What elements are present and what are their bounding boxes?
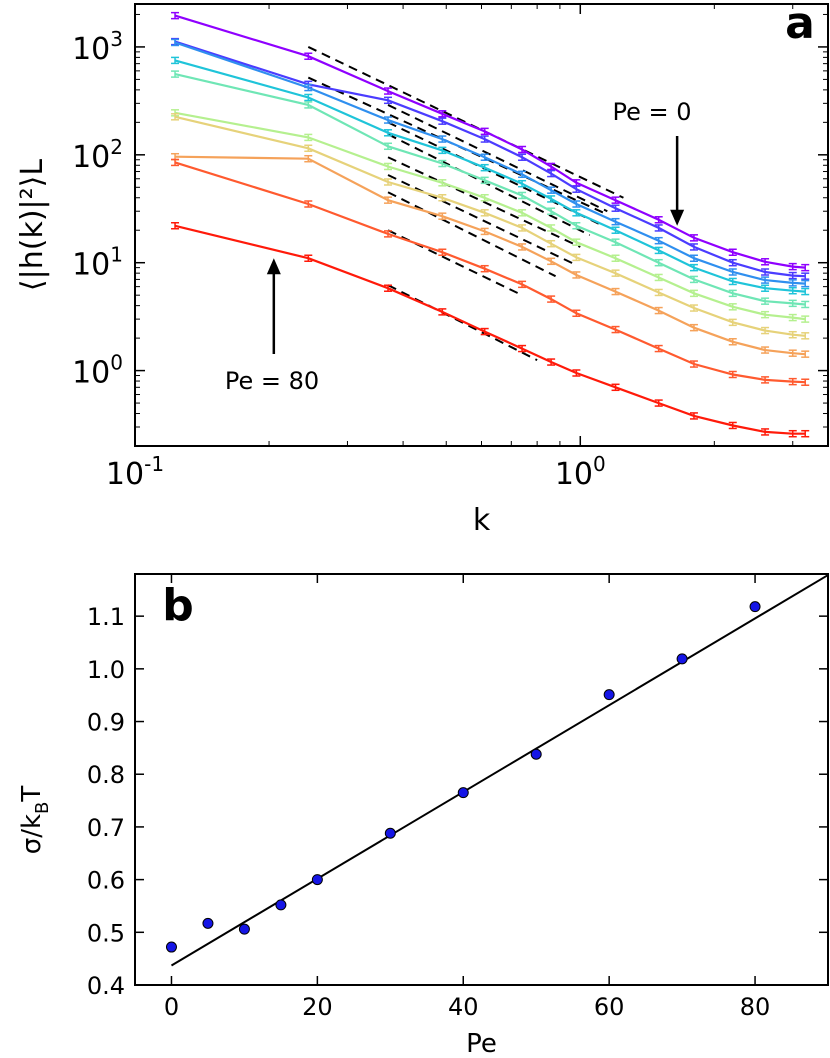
- panel-letter-a: a: [785, 0, 815, 49]
- x-tick-label-b: 0: [164, 993, 179, 1021]
- x-axis-label-a: k: [473, 503, 491, 538]
- fit-line-dashed: [387, 133, 591, 237]
- plot-frame-b: [134, 573, 829, 986]
- y-tick-label-b: 1.1: [87, 603, 125, 631]
- y-tick-label-b: 0.7: [87, 814, 125, 842]
- annotation-pe0: Pe = 0: [612, 98, 691, 126]
- data-point: [275, 899, 287, 911]
- y-tick-label-a: 101: [72, 243, 123, 283]
- y-tick-label-b: 0.4: [87, 972, 125, 1000]
- x-tick-label-a: 10-1: [106, 452, 164, 492]
- fit-line-dashed: [387, 284, 538, 362]
- data-point: [676, 653, 688, 665]
- fit-line-dashed: [387, 229, 523, 297]
- series-line: [174, 115, 806, 337]
- x-tick-label-b: 40: [448, 993, 479, 1021]
- y-tick-label-a: 102: [72, 135, 123, 175]
- data-point: [530, 748, 542, 760]
- data-point: [202, 917, 214, 929]
- x-tick-label-a: 100: [555, 452, 606, 492]
- data-point: [311, 874, 323, 886]
- x-tick-label-b: 20: [302, 993, 333, 1021]
- y-tick-label-a: 100: [72, 351, 123, 391]
- panel-b: 0 20 40 60 80 0.4 0.5 0.6 0.7 0.8 0.9 1.0 1.1 Pe σ/kBT…: [17, 573, 829, 1058]
- y-tick-label-b: 0.9: [87, 709, 125, 737]
- data-point: [238, 923, 250, 935]
- series-line: [174, 155, 806, 356]
- fit-line-dashed: [387, 104, 608, 213]
- series-line: [174, 224, 806, 435]
- y-axis-label-b: σ/kBT: [17, 786, 53, 855]
- data-point: [384, 827, 396, 839]
- panel-a: 10-1 100 100 101 102 103 k ⟨|h(k)|²⟩L a Pe = 0 Pe …: [15, 0, 829, 538]
- y-tick-label-b: 1.0: [87, 656, 125, 684]
- x-tick-label-b: 80: [740, 993, 771, 1021]
- data-point: [165, 941, 177, 953]
- annotation-pe80: Pe = 80: [225, 367, 319, 395]
- x-tick-label-b: 60: [594, 993, 625, 1021]
- y-tick-label-b: 0.8: [87, 761, 125, 789]
- data-point: [603, 689, 615, 701]
- y-axis-label-a: ⟨|h(k)|²⟩L: [15, 159, 50, 291]
- fit-line-dashed: [387, 156, 581, 248]
- fit-line-dashed: [387, 121, 600, 225]
- fit-line-b: [170, 574, 829, 967]
- y-tick-label-a: 103: [72, 27, 123, 67]
- data-point: [457, 787, 469, 799]
- y-tick-label-b: 0.5: [87, 919, 125, 947]
- fit-line-dashed: [307, 46, 624, 199]
- data-point: [749, 601, 761, 613]
- arrow-head-pe80: [266, 258, 281, 275]
- y-tick-label-b: 0.6: [87, 867, 125, 895]
- x-axis-label-b: Pe: [466, 1029, 497, 1058]
- fit-line-dashed: [307, 76, 608, 216]
- fit-line-dashed: [387, 191, 557, 278]
- series-line: [174, 41, 806, 285]
- arrow-head-pe0: [670, 209, 685, 226]
- panel-letter-b: b: [162, 580, 194, 631]
